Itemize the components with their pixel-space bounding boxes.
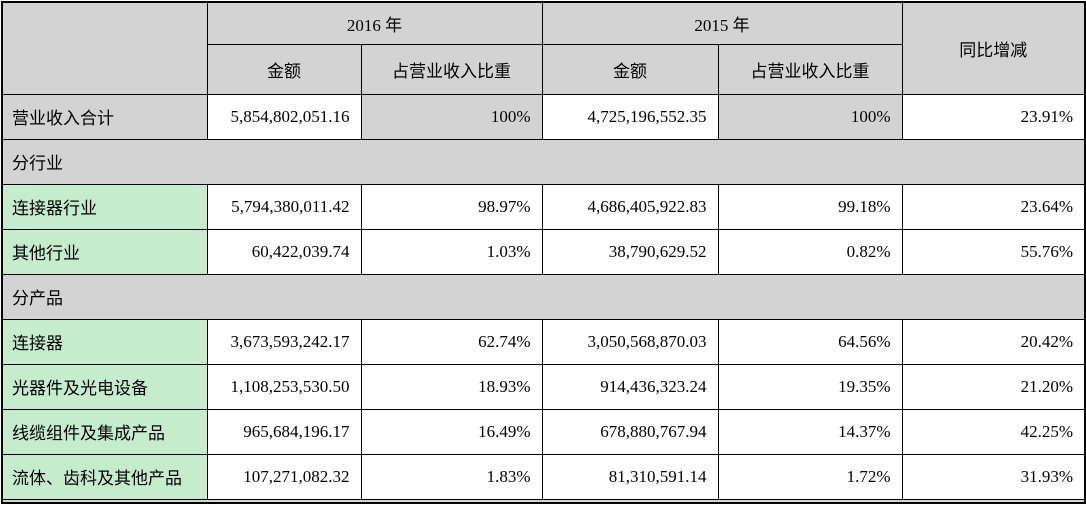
row-label: 线缆组件及集成产品 xyxy=(1,408,208,455)
header-share-2015: 占营业收入比重 xyxy=(717,43,903,95)
cell-amount-2015: 914,436,323.24 xyxy=(541,363,719,410)
cell-share-2016: 1.83% xyxy=(360,453,543,500)
table-row: 连接器 3,673,593,242.17 62.74% 3,050,568,87… xyxy=(1,318,1086,365)
cell-amount-2016: 1,108,253,530.50 xyxy=(206,363,362,410)
cell-share-2015: 19.35% xyxy=(717,363,903,410)
section-row-by-product: 分产品 xyxy=(1,273,1086,320)
header-row-measures: 金额 占营业收入比重 金额 占营业收入比重 xyxy=(2,43,1085,95)
cell-yoy: 23.64% xyxy=(901,183,1086,230)
header-yoy: 同比增减 xyxy=(901,1,1086,95)
cell-share-2016: 16.49% xyxy=(360,408,543,455)
partial-next-row xyxy=(1,498,1086,503)
cell-share-2015: 64.56% xyxy=(717,318,903,365)
section-label: 分产品 xyxy=(1,273,1086,320)
cell-share-2016: 98.97% xyxy=(360,183,543,230)
cell-yoy: 55.76% xyxy=(901,228,1086,275)
cell-amount-2016: 107,271,082.32 xyxy=(206,453,362,500)
section-row-by-industry: 分行业 xyxy=(1,138,1086,185)
cell-yoy: 31.93% xyxy=(901,453,1086,500)
table-row: 连接器行业 5,794,380,011.42 98.97% 4,686,405,… xyxy=(1,183,1086,230)
header-corner-cell xyxy=(1,1,208,95)
cell-amount-2015: 38,790,629.52 xyxy=(541,228,719,275)
cell-yoy: 20.42% xyxy=(901,318,1086,365)
row-label: 光器件及光电设备 xyxy=(1,363,208,410)
cell-share-2016: 18.93% xyxy=(360,363,543,410)
cell-share-2016: 1.03% xyxy=(360,228,543,275)
table-row: 线缆组件及集成产品 965,684,196.17 16.49% 678,880,… xyxy=(1,408,1086,455)
header-year-2015: 2015 年 xyxy=(541,1,903,45)
cell-share-2016: 100% xyxy=(360,93,543,140)
cell-amount-2015: 4,725,196,552.35 xyxy=(541,93,719,140)
cell-yoy: 42.25% xyxy=(901,408,1086,455)
cell-share-2015: 99.18% xyxy=(717,183,903,230)
cell-yoy: 23.91% xyxy=(901,93,1086,140)
header-amount-2015: 金额 xyxy=(541,43,719,95)
cell-share-2015: 100% xyxy=(717,93,903,140)
cell-share-2015: 14.37% xyxy=(717,408,903,455)
cell-amount-2015: 4,686,405,922.83 xyxy=(541,183,719,230)
cell-amount-2016: 965,684,196.17 xyxy=(206,408,362,455)
section-label: 分行业 xyxy=(1,138,1086,185)
table-row: 流体、齿科及其他产品 107,271,082.32 1.83% 81,310,5… xyxy=(1,453,1086,500)
partial-next-row-strip xyxy=(1,498,1086,503)
table-row: 其他行业 60,422,039.74 1.03% 38,790,629.52 0… xyxy=(1,228,1086,275)
cell-amount-2016: 60,422,039.74 xyxy=(206,228,362,275)
cell-share-2016: 62.74% xyxy=(360,318,543,365)
cell-amount-2015: 678,880,767.94 xyxy=(541,408,719,455)
cell-amount-2016: 5,854,802,051.16 xyxy=(206,93,362,140)
row-label: 连接器行业 xyxy=(1,183,208,230)
cell-share-2015: 0.82% xyxy=(717,228,903,275)
header-amount-2016: 金额 xyxy=(206,43,362,95)
cell-yoy: 21.20% xyxy=(901,363,1086,410)
table-row-total: 营业收入合计 5,854,802,051.16 100% 4,725,196,5… xyxy=(1,93,1086,140)
cell-share-2015: 1.72% xyxy=(717,453,903,500)
row-label: 连接器 xyxy=(1,318,208,365)
header-year-2016: 2016 年 xyxy=(206,1,543,45)
cell-amount-2016: 3,673,593,242.17 xyxy=(206,318,362,365)
table-row: 光器件及光电设备 1,108,253,530.50 18.93% 914,436… xyxy=(1,363,1086,410)
header-row-years: 2016 年 2015 年 同比增减 xyxy=(1,1,1086,95)
cell-amount-2015: 81,310,591.14 xyxy=(541,453,719,500)
cell-amount-2016: 5,794,380,011.42 xyxy=(206,183,362,230)
row-label: 其他行业 xyxy=(1,228,208,275)
row-label: 营业收入合计 xyxy=(1,93,208,140)
cell-amount-2015: 3,050,568,870.03 xyxy=(541,318,719,365)
row-label: 流体、齿科及其他产品 xyxy=(1,453,208,500)
header-share-2016: 占营业收入比重 xyxy=(360,43,543,95)
